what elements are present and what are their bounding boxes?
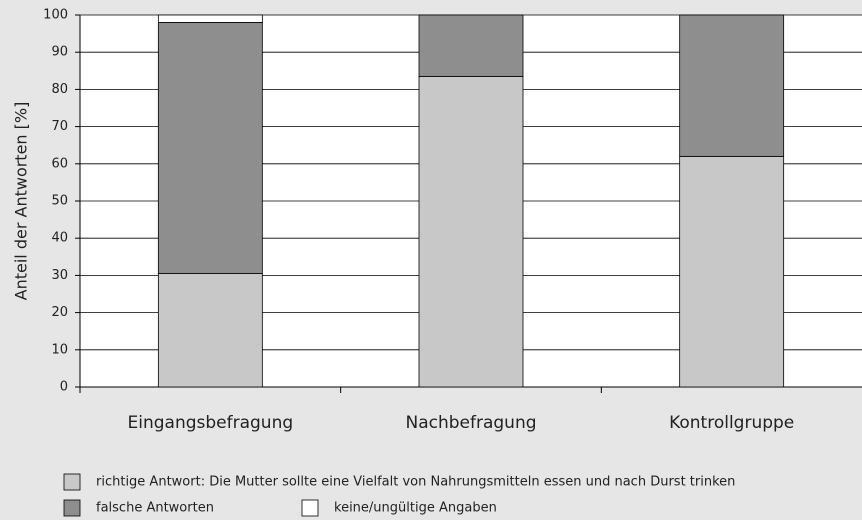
legend-swatch <box>301 499 319 517</box>
y-tick-label: 10 <box>51 342 68 357</box>
y-tick-label: 0 <box>60 380 68 395</box>
y-tick-label: 40 <box>51 231 68 246</box>
bar-segment <box>157 273 263 388</box>
x-tick-label: Nachbefragung <box>405 413 536 433</box>
bar-segment <box>418 75 524 388</box>
y-axis-label: Anteil der Antworten [%] <box>12 102 31 301</box>
y-tick-label: 90 <box>51 45 68 60</box>
y-tick-label: 50 <box>51 194 68 209</box>
legend-swatch <box>63 473 81 491</box>
legend-label: falsche Antworten <box>96 501 214 516</box>
bar-segment <box>157 22 263 274</box>
bar-segment <box>679 14 785 157</box>
legend-label: richtige Antwort: Die Mutter sollte eine… <box>96 475 735 490</box>
y-tick-label: 70 <box>51 119 68 134</box>
y-tick-label: 80 <box>51 82 68 97</box>
y-tick-label: 100 <box>43 8 68 23</box>
legend-label: keine/ungültige Angaben <box>334 501 497 516</box>
x-tick-label: Kontrollgruppe <box>669 413 794 433</box>
bar-segment <box>157 14 263 23</box>
bar-segment <box>418 14 524 77</box>
y-tick-label: 30 <box>51 268 68 283</box>
bar-segment <box>679 155 785 388</box>
y-tick-label: 20 <box>51 305 68 320</box>
y-tick-label: 60 <box>51 156 68 171</box>
legend-swatch <box>63 499 81 517</box>
x-tick-label: Eingangsbefragung <box>128 413 294 433</box>
